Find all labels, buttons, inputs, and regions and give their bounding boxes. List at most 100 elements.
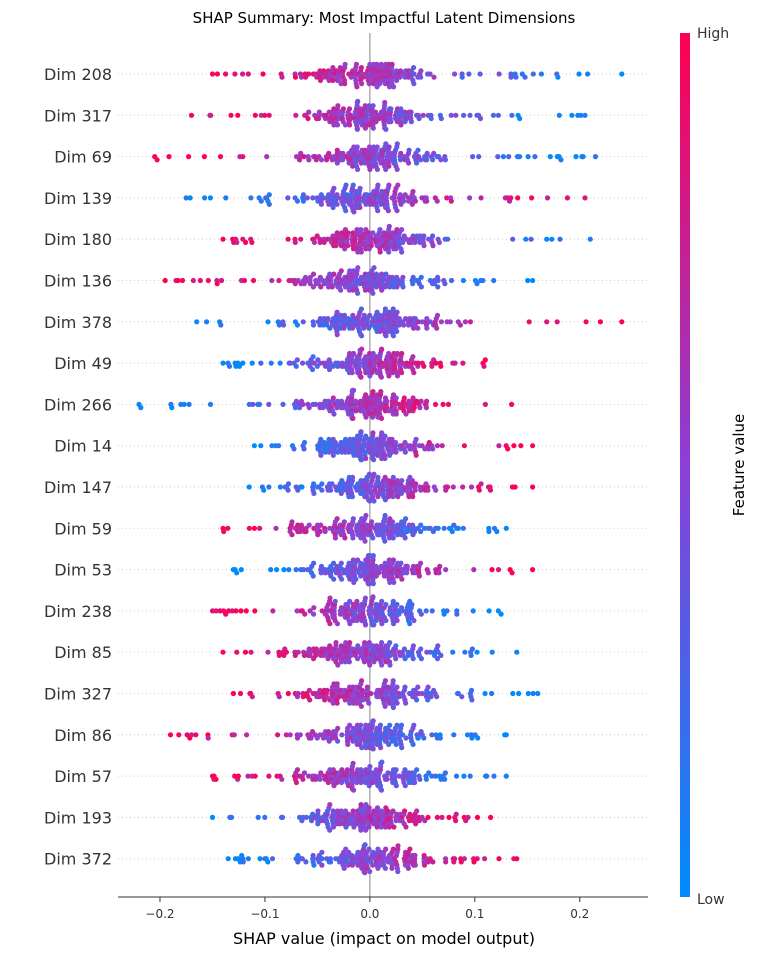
shap-point (300, 401, 306, 407)
shap-point (417, 405, 423, 411)
shap-point (439, 814, 445, 821)
shap-point (367, 662, 373, 668)
shap-point (377, 722, 383, 728)
shap-point (535, 690, 541, 697)
shap-point (418, 74, 424, 80)
shap-point (452, 360, 458, 366)
shap-point (400, 284, 406, 290)
shap-point (413, 821, 419, 827)
shap-point (500, 154, 506, 160)
shap-point (393, 767, 399, 773)
feature-label: Dim 317 (44, 106, 112, 125)
shap-point (317, 239, 323, 245)
shap-point (388, 119, 394, 125)
shap-point (409, 201, 415, 207)
shap-point (220, 649, 226, 655)
shap-point (255, 814, 261, 821)
shap-point (532, 154, 538, 160)
shap-point (244, 732, 250, 738)
shap-point (505, 446, 511, 452)
shap-point (366, 700, 372, 706)
shap-point (201, 154, 207, 160)
shap-point (503, 525, 509, 531)
shap-point (418, 656, 424, 662)
shap-point (386, 350, 392, 357)
feature-labels: Dim 208 Dim 317 Dim 69 Dim 139 Dim 180 Dim 13… (44, 65, 112, 869)
shap-point (256, 401, 263, 407)
shap-point (266, 773, 272, 779)
shap-point (460, 360, 466, 366)
shap-point (411, 81, 417, 87)
shap-point (510, 236, 516, 242)
shap-point (379, 640, 385, 646)
shap-point (394, 601, 400, 608)
shap-point (398, 122, 404, 128)
shap-point (418, 274, 424, 280)
shap-point (355, 166, 361, 172)
shap-point (469, 697, 475, 703)
shap-point (390, 494, 396, 500)
shap-point (294, 322, 300, 328)
x-axis-title: SHAP value (impact on model output) (233, 929, 535, 948)
shap-point (491, 277, 497, 284)
shap-point (265, 859, 271, 865)
shap-point (363, 827, 369, 833)
shap-point (301, 652, 307, 659)
shap-point (578, 112, 584, 118)
shap-point (334, 122, 341, 128)
shap-point (221, 528, 227, 535)
shap-point (359, 81, 365, 87)
shap-point (386, 741, 392, 748)
shap-point (294, 608, 300, 614)
shap-point (438, 652, 444, 659)
shap-point (328, 859, 334, 865)
shap-point (399, 227, 405, 233)
shap-point (405, 865, 411, 871)
shap-point (241, 277, 248, 284)
feature-label: Dim 59 (54, 519, 112, 538)
shap-point (474, 856, 480, 862)
shap-point (387, 640, 393, 646)
shap-point (330, 395, 336, 401)
shap-point (334, 309, 340, 315)
shap-point (364, 522, 370, 528)
shap-point (209, 814, 216, 821)
shap-point (234, 239, 240, 245)
shap-point (373, 617, 379, 624)
shap-point (370, 581, 376, 587)
shap-point (299, 484, 305, 490)
shap-point (258, 443, 264, 449)
shap-point (209, 608, 216, 614)
shap-point (443, 567, 449, 573)
shap-point (342, 122, 348, 128)
feature-label: Dim 266 (44, 395, 112, 414)
shap-point (576, 71, 582, 77)
shap-point (436, 239, 442, 245)
shap-point (481, 363, 487, 369)
shap-point (240, 859, 246, 865)
shap-point (394, 328, 400, 334)
shap-point (301, 446, 307, 452)
shap-point (233, 608, 239, 614)
shap-point (525, 154, 531, 160)
shap-point (316, 115, 322, 122)
shap-point (580, 154, 586, 160)
shap-point (307, 274, 313, 280)
shap-point (311, 611, 317, 617)
shap-point (461, 773, 467, 779)
shap-point (403, 700, 409, 706)
shap-point (350, 760, 356, 766)
shap-point (511, 443, 517, 449)
shap-point (379, 598, 385, 604)
shap-point (322, 528, 328, 535)
shap-point (407, 846, 413, 852)
shap-point (355, 290, 361, 296)
shap-point (243, 239, 249, 245)
shap-point (269, 856, 276, 862)
shap-point (432, 773, 439, 779)
shap-point (298, 74, 305, 80)
feature-label: Dim 139 (44, 189, 112, 208)
shap-point (434, 325, 440, 331)
shap-point (434, 656, 441, 662)
shap-point (458, 859, 464, 865)
